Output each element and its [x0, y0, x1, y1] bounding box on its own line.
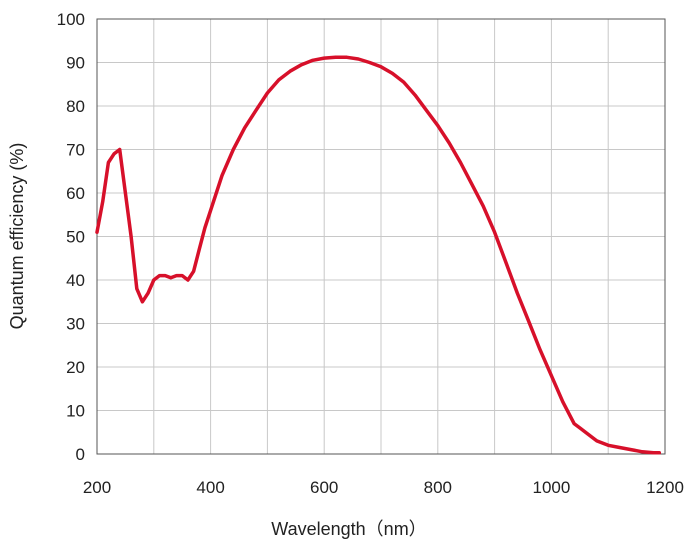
y-tick-label: 30 — [66, 315, 85, 334]
y-tick-labels: 0 10 20 30 40 50 60 70 80 90 100 — [57, 10, 85, 464]
grid-lines — [97, 19, 665, 454]
y-tick-label: 90 — [66, 54, 85, 73]
x-tick-label: 400 — [196, 478, 224, 497]
y-tick-label: 10 — [66, 402, 85, 421]
x-tick-label: 600 — [310, 478, 338, 497]
plot-frame — [96, 18, 666, 455]
y-tick-label: 50 — [66, 228, 85, 247]
y-tick-label: 60 — [66, 184, 85, 203]
y-axis-title: Quantum efficiency (%) — [7, 143, 27, 330]
x-tick-label: 200 — [83, 478, 111, 497]
y-tick-label: 80 — [66, 97, 85, 116]
y-tick-label: 100 — [57, 10, 85, 29]
series-group — [95, 55, 662, 455]
x-tick-labels: 200 400 600 800 1000 1200 — [83, 478, 684, 497]
x-tick-label: 1000 — [532, 478, 570, 497]
series-line-quantum-efficiency — [95, 55, 662, 455]
x-axis-title: Wavelength（nm） — [271, 519, 426, 539]
y-tick-label: 40 — [66, 271, 85, 290]
y-tick-label: 70 — [66, 141, 85, 160]
y-tick-label: 20 — [66, 358, 85, 377]
x-tick-label: 800 — [424, 478, 452, 497]
x-tick-label: 1200 — [646, 478, 684, 497]
y-tick-label: 0 — [76, 445, 85, 464]
